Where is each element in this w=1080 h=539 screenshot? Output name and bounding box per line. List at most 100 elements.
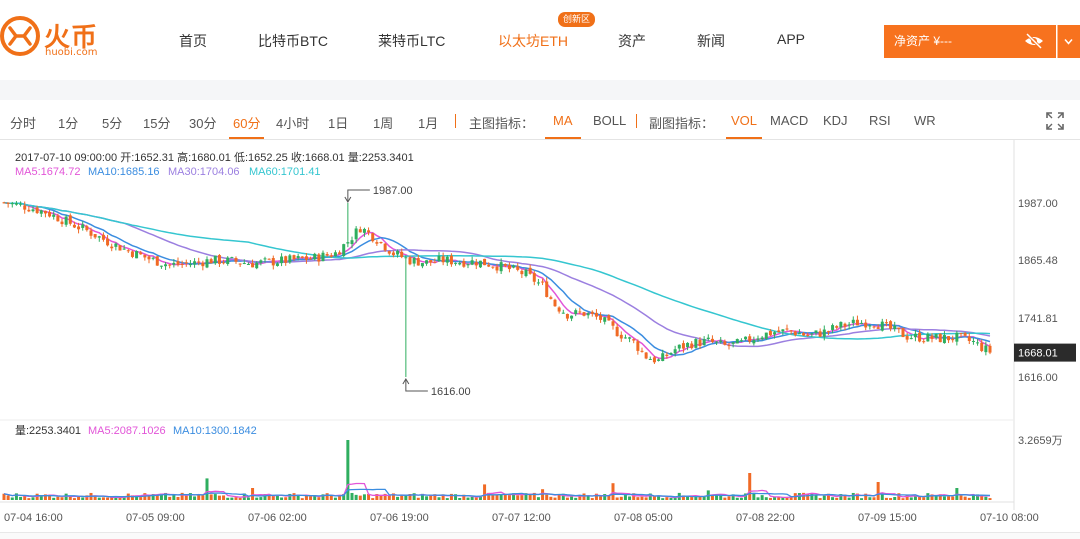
sub-indicator-wr[interactable]: WR bbox=[914, 113, 936, 128]
nav-item-ltc[interactable]: 莱特币LTC bbox=[378, 33, 446, 49]
chevron-down-icon bbox=[1064, 39, 1073, 45]
volume-bar bbox=[85, 495, 89, 500]
net-assets-label: 净资产 ¥--- bbox=[894, 34, 952, 48]
period-tab-1mo[interactable]: 1月 bbox=[418, 116, 439, 131]
nav-item-news[interactable]: 新闻 bbox=[697, 33, 725, 49]
sub-indicator-rsi[interactable]: RSI bbox=[869, 113, 891, 128]
price-tick-label: 1987.00 bbox=[1018, 198, 1058, 210]
period-tab-4h[interactable]: 4小时 bbox=[276, 116, 310, 131]
volume-bar bbox=[180, 492, 184, 500]
nav-item-eth[interactable]: 以太坊ETH bbox=[498, 33, 568, 49]
candle-body bbox=[872, 326, 876, 328]
fullscreen-icon[interactable] bbox=[1046, 112, 1064, 130]
period-tab-1m[interactable]: 1分 bbox=[58, 116, 79, 131]
candle-body bbox=[644, 352, 648, 359]
candle-body bbox=[391, 252, 395, 256]
current-price-tag bbox=[1014, 343, 1076, 362]
candle-body bbox=[346, 242, 350, 244]
volume-bar bbox=[31, 497, 35, 500]
sub-indicator-macd[interactable]: MACD bbox=[770, 113, 809, 128]
candle-body bbox=[147, 256, 151, 260]
volume-bar bbox=[785, 497, 789, 500]
volume-bar bbox=[43, 494, 47, 500]
candle-body bbox=[632, 339, 636, 341]
period-tab-5m[interactable]: 5分 bbox=[102, 116, 123, 131]
volume-bar bbox=[234, 497, 238, 500]
volume-bar bbox=[814, 494, 818, 500]
candle-body bbox=[752, 339, 756, 344]
volume-bar bbox=[698, 495, 702, 500]
volume-bar bbox=[967, 497, 971, 500]
eye-hidden-icon[interactable] bbox=[1024, 32, 1044, 50]
volume-bar bbox=[159, 493, 163, 500]
candle-body bbox=[541, 281, 545, 283]
volume-bar bbox=[391, 493, 395, 500]
volume-bar bbox=[644, 497, 648, 500]
period-tab-timeline[interactable]: 分时 bbox=[10, 116, 37, 131]
candle-body bbox=[565, 313, 569, 319]
candle-body bbox=[520, 270, 524, 275]
volume-bar bbox=[445, 498, 449, 500]
sub-indicator-kdj[interactable]: KDJ bbox=[823, 113, 848, 128]
candle-body bbox=[60, 221, 64, 225]
volume-bar bbox=[628, 496, 632, 500]
nav-item-app[interactable]: APP bbox=[777, 31, 806, 47]
price-markers: 1987.00 1616.00 bbox=[344, 185, 471, 398]
candle-body bbox=[267, 258, 271, 260]
candle-body bbox=[39, 210, 43, 214]
candle-body bbox=[354, 228, 358, 240]
volume-bar bbox=[971, 494, 975, 500]
candle-body bbox=[263, 258, 267, 260]
nav-item-btc[interactable]: 比特币BTC bbox=[258, 33, 328, 49]
volume-bar bbox=[499, 494, 503, 500]
candle-body bbox=[317, 254, 321, 262]
period-tab-1w[interactable]: 1周 bbox=[373, 116, 394, 131]
ma10-line bbox=[3, 201, 991, 357]
candle-body bbox=[930, 335, 934, 339]
main-indicator-ma[interactable]: MA bbox=[553, 113, 573, 128]
volume-bar bbox=[420, 493, 424, 500]
asset-dropdown-toggle[interactable] bbox=[1057, 25, 1080, 58]
volume-bar bbox=[412, 493, 416, 500]
nav-item-home[interactable]: 首页 bbox=[179, 33, 207, 49]
candle-body bbox=[93, 234, 97, 238]
volume-bar bbox=[114, 496, 118, 500]
volume-ma10-legend: MA10:1300.1842 bbox=[173, 425, 257, 437]
huobi-logo[interactable]: 火币 huobi.com bbox=[0, 14, 110, 60]
volume-bar bbox=[855, 493, 859, 500]
candle-body bbox=[665, 354, 669, 357]
candle-body bbox=[197, 261, 201, 263]
candle-body bbox=[43, 210, 47, 214]
sub-indicator-label: 副图指标： bbox=[649, 116, 715, 131]
candle-body bbox=[760, 337, 764, 340]
volume-bar bbox=[756, 497, 760, 500]
candle-body bbox=[715, 341, 719, 343]
candle-body bbox=[151, 257, 155, 259]
candle-body bbox=[367, 230, 371, 233]
period-tab-60m[interactable]: 60分 bbox=[233, 116, 261, 131]
candle-body bbox=[607, 315, 611, 321]
volume-bar bbox=[532, 492, 536, 500]
candle-body bbox=[2, 202, 6, 204]
period-tab-30m[interactable]: 30分 bbox=[189, 116, 217, 131]
volume-bar bbox=[913, 495, 917, 500]
volume-bar bbox=[594, 493, 598, 500]
volume-bar bbox=[238, 497, 242, 500]
candle-body bbox=[454, 262, 458, 264]
nav-item-assets[interactable]: 资产 bbox=[618, 33, 646, 49]
candle-body bbox=[56, 215, 60, 222]
candle-body bbox=[831, 325, 835, 330]
period-tab-15m[interactable]: 15分 bbox=[143, 116, 171, 131]
volume-bar bbox=[984, 496, 988, 500]
candle-body bbox=[855, 319, 859, 326]
candlestick-chart[interactable]: 1987.00 1616.00 1987.00 1865.48 1741.81 1616… bbox=[0, 140, 1080, 532]
main-indicator-boll[interactable]: BOLL bbox=[593, 113, 627, 128]
sub-indicator-vol[interactable]: VOL bbox=[731, 113, 758, 128]
period-tab-1d[interactable]: 1日 bbox=[328, 116, 349, 131]
volume-bar bbox=[835, 497, 839, 500]
volume-bar bbox=[321, 494, 325, 500]
volume-bar bbox=[735, 497, 739, 500]
volume-bar bbox=[495, 494, 499, 500]
volume-bar bbox=[868, 497, 872, 500]
volume-bar bbox=[947, 496, 951, 500]
